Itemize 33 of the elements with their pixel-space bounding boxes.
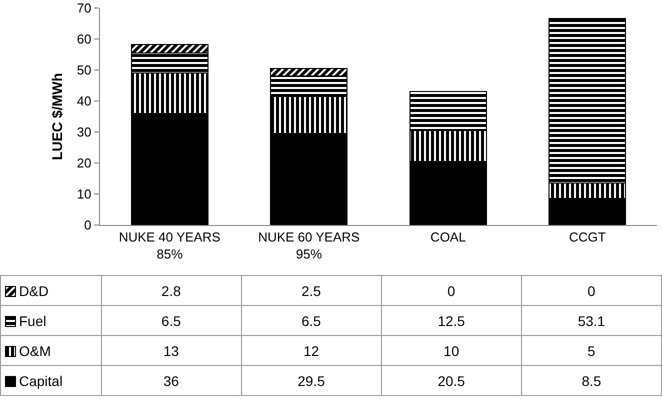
y-tick-label: 60 [76, 32, 92, 47]
y-tick-label: 20 [76, 156, 92, 171]
data-label: 13 [101, 336, 242, 366]
legend-label: Fuel [19, 312, 46, 328]
data-label: 53.1 [521, 306, 662, 336]
data-label: 2.5 [241, 276, 382, 306]
data-label: 8.5 [521, 366, 662, 396]
y-tick-label: 50 [76, 62, 92, 78]
legend-label: D&D [19, 282, 49, 298]
x-tick-label: NUKE 60 YEARS 95% [258, 230, 360, 262]
y-tick-label: 40 [76, 94, 92, 109]
y-tick-label: 30 [76, 124, 92, 140]
data-label: 6.5 [101, 306, 242, 336]
x-tick-label: CCGT [568, 230, 606, 245]
y-tick-label: 70 [76, 0, 92, 16]
y-tick-label: 10 [76, 186, 92, 202]
data-label: 6.5 [241, 306, 382, 336]
data-label: 5 [521, 336, 662, 366]
data-label: 12 [241, 336, 382, 366]
data-label: 20.5 [381, 366, 522, 396]
y-tick-label: 0 [84, 218, 92, 233]
x-tick-label: COAL [430, 230, 466, 245]
y-axis-title: LUEC $/MWh [49, 72, 65, 160]
data-label: 0 [381, 276, 522, 306]
x-tick-label: NUKE 40 YEARS 85% [118, 230, 221, 262]
data-label: 12.5 [381, 306, 522, 336]
data-label: 10 [381, 336, 522, 366]
legend-label: Capital [19, 372, 63, 388]
data-label: 0 [521, 276, 662, 306]
data-label: 2.8 [101, 276, 242, 306]
legend-label: O&M [19, 342, 51, 358]
data-label: 29.5 [241, 366, 382, 396]
data-label: 36 [101, 366, 242, 396]
